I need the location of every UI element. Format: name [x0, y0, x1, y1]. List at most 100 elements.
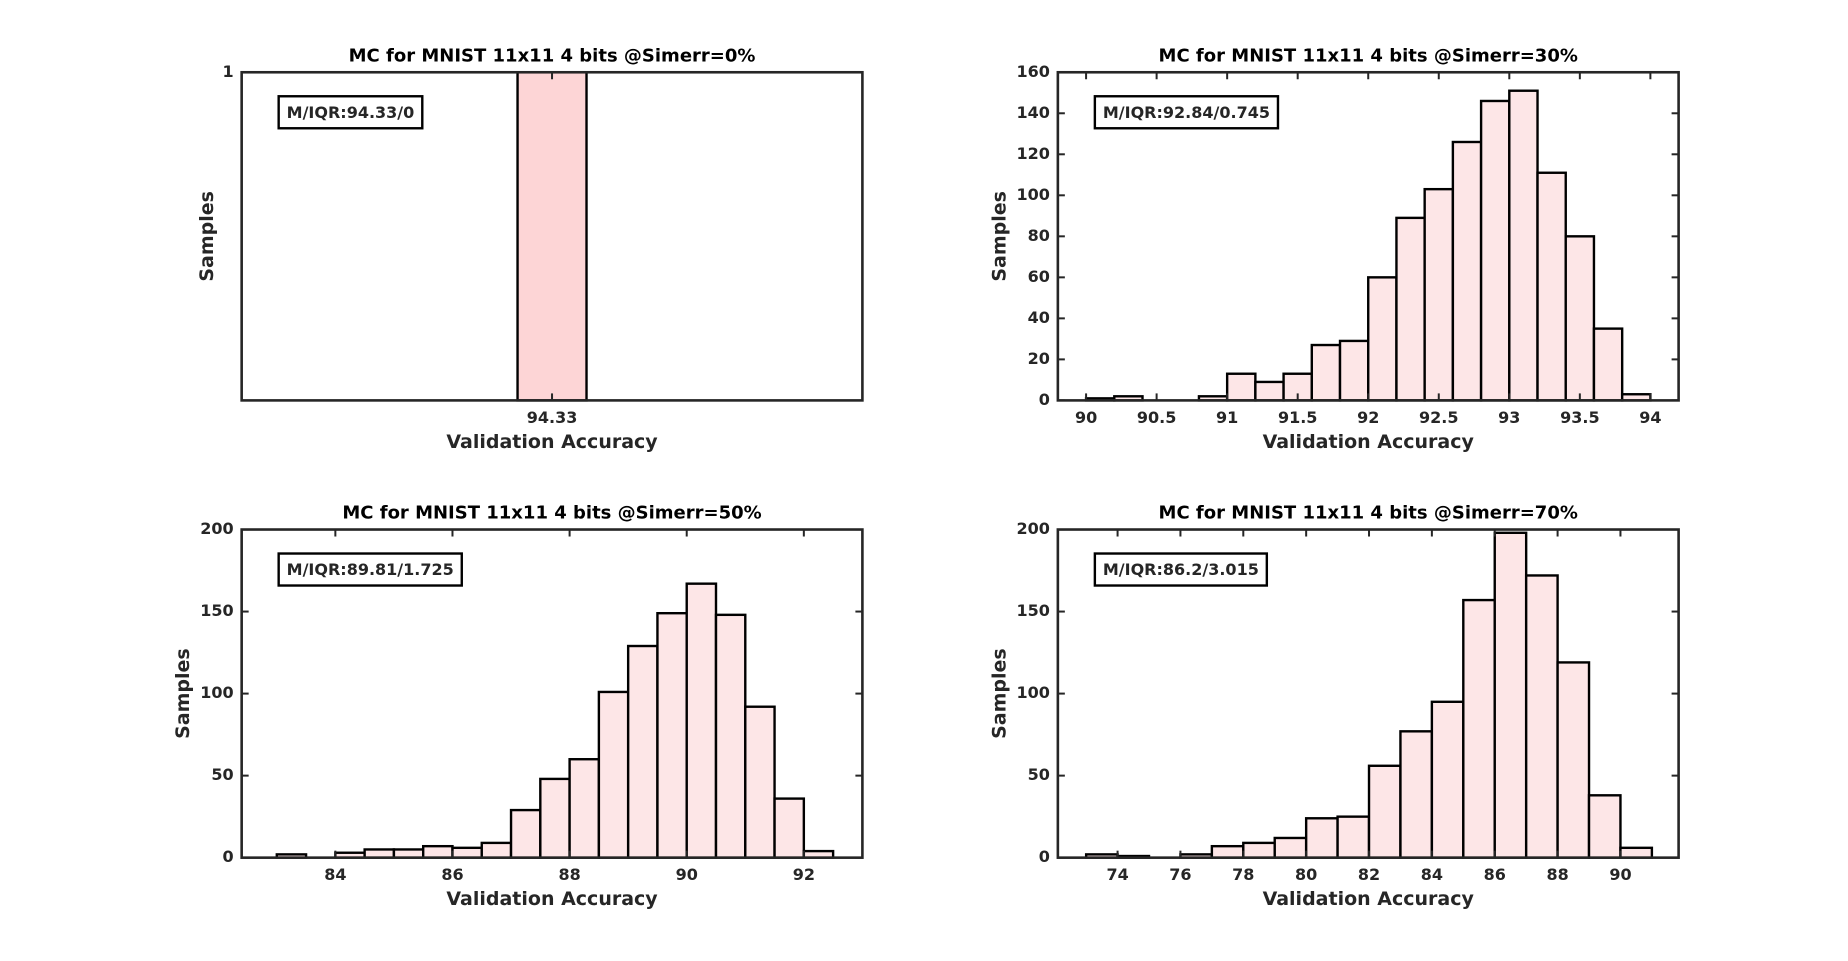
bar: [1399, 730, 1434, 859]
bar: [480, 841, 513, 859]
bar: [1524, 574, 1559, 859]
y-tick-label: 0: [1039, 847, 1050, 866]
x-tick-label: 74: [1106, 865, 1128, 884]
bar: [1423, 187, 1455, 402]
x-tick-label: 94: [1639, 408, 1661, 427]
y-tick-label: 140: [1016, 103, 1049, 122]
bar: [1367, 764, 1402, 859]
y-tick-label: 50: [1028, 765, 1050, 784]
chart-title: MC for MNIST 11x11 4 bits @Simerr=50%: [342, 503, 761, 524]
axes-box: [240, 70, 864, 402]
annotation-box: [277, 552, 463, 587]
y-tick-label: 150: [1016, 601, 1049, 620]
x-tick-label: 76: [1169, 865, 1191, 884]
bar: [1508, 89, 1539, 402]
chart: 84 86 88 90 92 0 50 100 150 200 MC for MNIST 11x11…: [172, 503, 864, 910]
x-tick-label: 92.5: [1419, 408, 1458, 427]
bar: [597, 690, 630, 859]
bar: [1536, 171, 1567, 402]
chart: 90 90.5 91 91.5 92 92.5 93 93.5 94 0 20 40 60 80 100 12…: [988, 45, 1680, 453]
y-tick-label: 100: [1016, 185, 1049, 204]
axes-box: [1056, 70, 1680, 402]
x-tick-label: 92: [1357, 408, 1379, 427]
x-tick-label: 92: [793, 865, 815, 884]
bar: [1451, 140, 1483, 402]
chart: 94.33 1 MC for MNIST 11x11 4 bits @Simerr=…: [196, 45, 864, 453]
annotation-box: [1093, 552, 1269, 587]
bar: [539, 777, 571, 859]
x-tick-label: 90: [1609, 865, 1631, 884]
bar: [568, 758, 601, 859]
bar: [1336, 815, 1371, 859]
x-tick-label: 93.5: [1560, 408, 1599, 427]
y-axis-label: Samples: [196, 191, 218, 282]
bar: [1338, 339, 1370, 402]
bar: [451, 846, 483, 859]
x-tick-label: 82: [1358, 865, 1380, 884]
axes-box: [240, 528, 864, 859]
bar: [1493, 531, 1528, 859]
bar: [714, 613, 747, 859]
bar: [509, 808, 542, 859]
bar: [1273, 836, 1308, 859]
bar: [1592, 327, 1624, 402]
x-tick-label: 90.5: [1137, 408, 1176, 427]
bar: [773, 797, 806, 859]
x-tick-label: 80: [1295, 865, 1317, 884]
annotation-box: [277, 95, 424, 130]
chart: 74 76 78 80 82 84 86 88 90 0 50 100 150 200 MC for MNI…: [988, 503, 1680, 910]
bar: [516, 71, 588, 402]
x-tick-label: 78: [1232, 865, 1254, 884]
x-tick-label: 94.33: [527, 408, 578, 427]
x-axis-label: Validation Accuracy: [1263, 431, 1475, 453]
chart-title: MC for MNIST 11x11 4 bits @Simerr=0%: [349, 45, 756, 66]
bar: [1430, 700, 1465, 859]
bar: [1242, 841, 1276, 859]
y-tick-label: 0: [223, 847, 234, 866]
y-tick-label: 20: [1028, 349, 1050, 368]
x-tick-label: 90: [1075, 408, 1097, 427]
bar: [1367, 276, 1398, 402]
annotation-box: [1093, 95, 1280, 130]
annotation: M/IQR:86.2/3.015: [1103, 560, 1259, 579]
x-tick-label: 91: [1216, 408, 1238, 427]
axes-box: [1056, 528, 1680, 859]
bar: [421, 844, 454, 859]
bar: [1395, 216, 1426, 402]
y-tick-label: 1: [223, 62, 234, 81]
x-axis-label: Validation Accuracy: [446, 431, 658, 453]
bar: [1619, 846, 1654, 859]
annotation: M/IQR:89.81/1.725: [287, 560, 454, 579]
x-tick-label: 86: [441, 865, 463, 884]
bar: [1479, 99, 1511, 402]
bar: [1310, 343, 1342, 402]
x-tick-label: 88: [558, 865, 580, 884]
x-tick-label: 84: [1421, 865, 1443, 884]
x-tick-label: 88: [1546, 865, 1568, 884]
bar: [1587, 794, 1622, 859]
y-tick-label: 200: [200, 519, 233, 538]
annotation: M/IQR:94.33/0: [287, 103, 415, 122]
x-axis-label: Validation Accuracy: [1263, 888, 1475, 910]
y-axis-label: Samples: [172, 648, 194, 739]
bar: [626, 644, 659, 859]
annotation: M/IQR:92.84/0.745: [1103, 103, 1270, 122]
y-tick-label: 160: [1016, 62, 1049, 81]
y-tick-label: 40: [1028, 308, 1050, 327]
y-tick-label: 100: [200, 683, 233, 702]
bar: [1254, 380, 1285, 402]
x-tick-label: 86: [1484, 865, 1506, 884]
bar: [685, 582, 718, 859]
bar: [744, 705, 776, 859]
y-tick-label: 80: [1028, 226, 1050, 245]
bar: [1225, 372, 1257, 402]
bar: [1556, 661, 1591, 859]
bar: [1210, 844, 1245, 859]
x-tick-label: 84: [324, 865, 346, 884]
x-axis-label: Validation Accuracy: [446, 888, 658, 910]
chart-title: MC for MNIST 11x11 4 bits @Simerr=70%: [1159, 503, 1578, 524]
y-tick-label: 100: [1016, 683, 1049, 702]
bar: [1304, 817, 1339, 859]
x-tick-label: 93: [1498, 408, 1520, 427]
